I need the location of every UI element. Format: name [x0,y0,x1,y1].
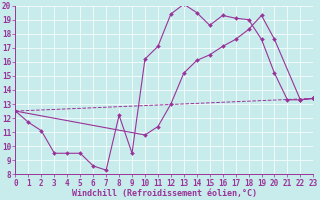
X-axis label: Windchill (Refroidissement éolien,°C): Windchill (Refroidissement éolien,°C) [72,189,257,198]
